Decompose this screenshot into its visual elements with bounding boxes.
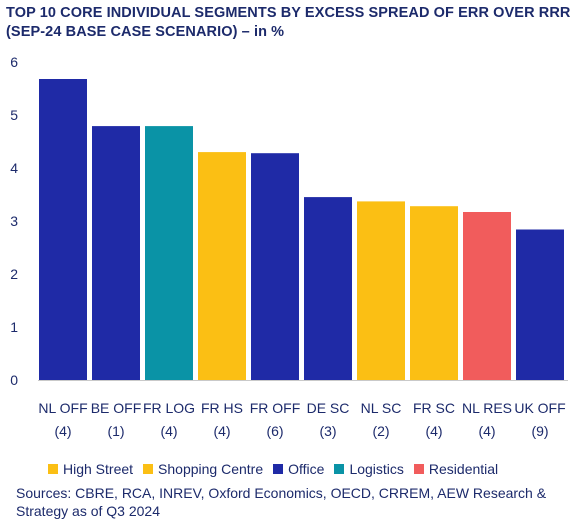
x-tick-label: BE OFF: [91, 400, 142, 416]
x-tick-label: FR HS: [201, 400, 243, 416]
x-tick-sublabel: (1): [107, 423, 124, 439]
legend-swatch: [334, 464, 345, 474]
bar: [92, 126, 140, 380]
x-tick-sublabel: (4): [478, 423, 495, 439]
x-tick-sublabel: (4): [213, 423, 230, 439]
x-tick-label: NL RES: [462, 400, 512, 416]
legend-item: Office: [273, 461, 324, 477]
x-tick-label: FR LOG: [143, 400, 195, 416]
bars: [39, 79, 564, 380]
x-tick-sublabel: (2): [372, 423, 389, 439]
legend-label: Residential: [428, 461, 499, 477]
y-tick-label: 0: [10, 372, 18, 388]
bar: [304, 197, 352, 380]
source-note: Sources: CBRE, RCA, INREV, Oxford Econom…: [16, 485, 547, 519]
bar: [410, 206, 458, 380]
legend: High Street Shopping Centre Office Logistic…: [48, 461, 508, 477]
bar: [516, 229, 564, 380]
legend-label: Office: [288, 461, 325, 477]
x-tick-label: NL SC: [361, 400, 402, 416]
y-tick-label: 2: [10, 266, 18, 282]
x-axis-labels: NL OFF (4) BE OFF (1) FR LOG (4) FR HS (4) FR OF…: [38, 400, 565, 439]
legend-item: High Street: [48, 461, 133, 477]
legend-item: Shopping Centre: [143, 461, 263, 477]
x-tick-label: FR OFF: [250, 400, 301, 416]
bar: [463, 212, 511, 380]
x-tick-sublabel: (4): [54, 423, 71, 439]
x-tick-label: NL OFF: [38, 400, 87, 416]
legend-swatch: [143, 464, 154, 474]
legend-label: Shopping Centre: [158, 461, 264, 477]
y-tick-label: 1: [10, 319, 18, 335]
legend-label: Logistics: [349, 461, 404, 477]
legend-label: High Street: [63, 461, 134, 477]
legend-swatch: [273, 464, 284, 474]
bar: [251, 153, 299, 380]
y-tick-label: 6: [10, 54, 18, 70]
y-axis: 0 1 2 3 4 5 6: [10, 54, 18, 388]
bar: [39, 79, 87, 380]
legend-item: Logistics: [334, 461, 404, 477]
legend-item: Residential: [413, 461, 499, 477]
bar: [145, 126, 193, 380]
x-tick-label: UK OFF: [514, 400, 565, 416]
x-tick-label: FR SC: [413, 400, 455, 416]
x-tick-sublabel: (6): [266, 423, 283, 439]
x-tick-sublabel: (4): [160, 423, 177, 439]
chart-title: TOP 10 CORE INDIVIDUAL SEGMENTS BY EXCES…: [6, 5, 571, 40]
x-tick-sublabel: (3): [319, 423, 336, 439]
x-tick-label: DE SC: [307, 400, 350, 416]
legend-swatch: [48, 464, 58, 474]
legend-swatch: [413, 464, 424, 474]
y-tick-label: 5: [10, 107, 18, 123]
bar: [198, 152, 246, 380]
x-tick-sublabel: (4): [425, 423, 442, 439]
x-tick-sublabel: (9): [531, 423, 548, 439]
bar: [357, 201, 405, 380]
y-tick-label: 4: [10, 160, 18, 176]
y-tick-label: 3: [10, 213, 18, 229]
